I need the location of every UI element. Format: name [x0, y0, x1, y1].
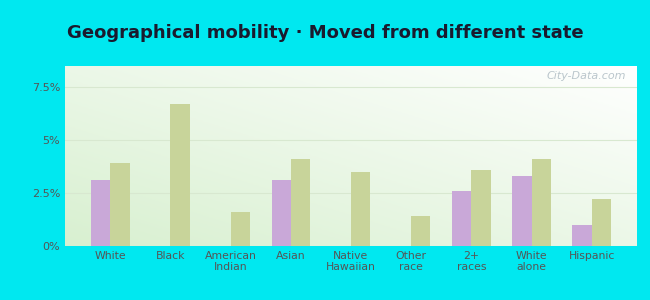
Bar — [272, 180, 291, 246]
Bar — [532, 159, 551, 246]
Bar — [452, 191, 471, 246]
Bar — [471, 170, 491, 246]
Text: City-Data.com: City-Data.com — [546, 71, 625, 81]
Bar — [91, 180, 111, 246]
Bar — [231, 212, 250, 246]
Bar — [512, 176, 532, 246]
Bar — [291, 159, 310, 246]
Bar — [411, 216, 430, 246]
Bar — [111, 164, 129, 246]
Bar — [592, 200, 611, 246]
Bar — [573, 225, 592, 246]
Bar — [351, 172, 370, 246]
Text: Geographical mobility · Moved from different state: Geographical mobility · Moved from diffe… — [67, 24, 583, 42]
Bar — [170, 104, 190, 246]
